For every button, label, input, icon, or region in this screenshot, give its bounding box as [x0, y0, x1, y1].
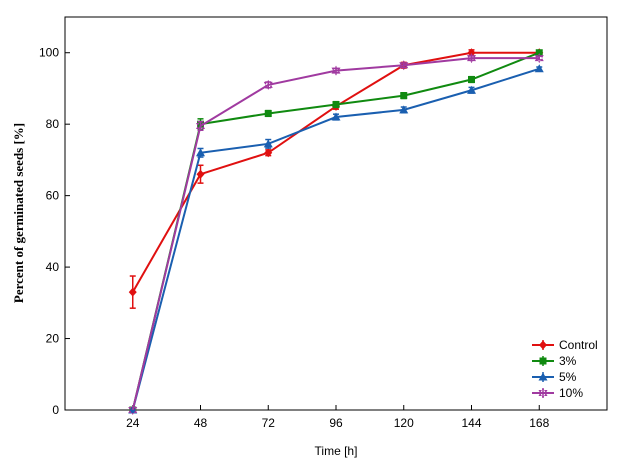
x-tick-label: 72	[262, 416, 276, 430]
data-point	[400, 92, 408, 100]
data-point	[331, 65, 341, 76]
legend: Control 3% 5% 10%	[532, 338, 598, 400]
plot-frame	[64, 16, 608, 411]
y-axis: 0 20 40 60 80 100	[39, 46, 70, 417]
y-tick-label: 60	[46, 189, 60, 203]
data-point	[264, 109, 272, 117]
y-tick-label: 0	[52, 403, 59, 417]
data-point	[332, 101, 340, 109]
data-point	[467, 53, 476, 64]
legend-item: 5%	[532, 370, 577, 384]
data-point	[128, 405, 138, 415]
data-point	[468, 76, 475, 84]
legend-label: 3%	[559, 354, 577, 368]
data-point	[534, 64, 544, 73]
legend-label: 5%	[559, 370, 577, 384]
y-tick-label: 100	[39, 46, 59, 60]
x-tick-label: 24	[126, 416, 140, 430]
x-axis-title: Time [h]	[315, 444, 358, 458]
data-point	[399, 60, 409, 71]
y-tick-label: 20	[46, 332, 60, 346]
data-point	[196, 148, 205, 157]
legend-item: Control	[532, 338, 598, 352]
y-tick-label: 80	[46, 117, 60, 131]
data-point	[331, 112, 341, 121]
data-point	[196, 120, 205, 131]
data-point	[263, 79, 273, 90]
series-3	[128, 53, 544, 415]
series-2	[128, 64, 544, 414]
legend-marker	[538, 372, 548, 381]
data-point	[467, 85, 476, 94]
x-tick-label: 96	[329, 416, 343, 430]
data-point	[264, 148, 273, 158]
y-tick-label: 40	[46, 260, 60, 274]
x-tick-label: 48	[194, 416, 208, 430]
data-point	[534, 53, 544, 64]
x-tick-label: 144	[461, 416, 481, 430]
data-point	[535, 49, 543, 57]
x-tick-label: 168	[529, 416, 549, 430]
x-axis: 24 48 72 96 120 144 168	[126, 405, 550, 430]
legend-marker	[538, 388, 548, 398]
series-layer	[128, 48, 544, 415]
legend-label: 10%	[559, 386, 583, 400]
legend-item: 3%	[532, 354, 577, 368]
data-point	[467, 48, 476, 58]
legend-marker	[539, 357, 547, 365]
legend-item: 10%	[532, 386, 583, 400]
legend-marker	[539, 340, 547, 350]
y-axis-title: Percent of germinated seeds [%]	[11, 123, 26, 303]
legend-label: Control	[559, 338, 598, 352]
data-point	[399, 105, 409, 114]
data-point	[196, 169, 205, 179]
data-point	[128, 287, 137, 297]
data-point	[263, 139, 273, 148]
x-tick-label: 120	[394, 416, 414, 430]
